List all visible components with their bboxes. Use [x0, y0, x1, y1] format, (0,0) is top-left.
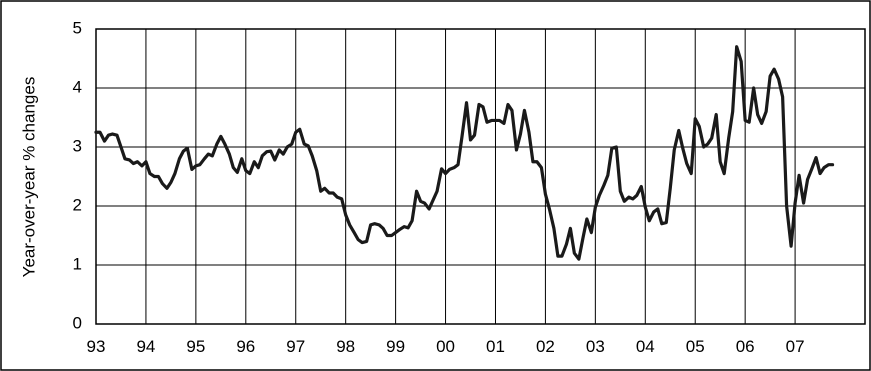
- y-tick-labels: 0 1 2 3 4 5: [73, 18, 82, 332]
- x-tick-label: 01: [486, 337, 505, 356]
- x-tick-label: 97: [286, 337, 305, 356]
- x-tick-label: 04: [636, 337, 655, 356]
- series-layer: [94, 45, 835, 261]
- x-tick-label: 94: [136, 337, 155, 356]
- x-tick-label: 98: [336, 337, 355, 356]
- series-line: [94, 45, 835, 261]
- x-tick-label: 99: [386, 337, 405, 356]
- x-tick-label: 93: [87, 337, 106, 356]
- x-tick-labels: 93 94 95 96 97 98 99 00 01 02 03 04 05 06 07: [87, 337, 805, 356]
- y-tick-label: 5: [73, 18, 82, 37]
- x-tick-label: 02: [536, 337, 555, 356]
- x-tick-label: 95: [186, 337, 205, 356]
- x-tick-label: 03: [586, 337, 605, 356]
- x-tick-label: 07: [786, 337, 805, 356]
- y-tick-label: 3: [73, 136, 82, 155]
- x-tick-label: 96: [236, 337, 255, 356]
- y-tick-label: 1: [73, 254, 82, 273]
- y-tick-label: 0: [73, 313, 82, 332]
- x-tick-label: 00: [436, 337, 455, 356]
- plot-area-frame: [95, 28, 866, 325]
- x-tick-label: 06: [736, 337, 755, 356]
- y-axis-label: Year-over-year % changes: [19, 77, 38, 278]
- y-tick-label: 2: [73, 195, 82, 214]
- grid-lines: [96, 29, 865, 324]
- y-tick-label: 4: [73, 77, 82, 96]
- x-tick-label: 05: [686, 337, 705, 356]
